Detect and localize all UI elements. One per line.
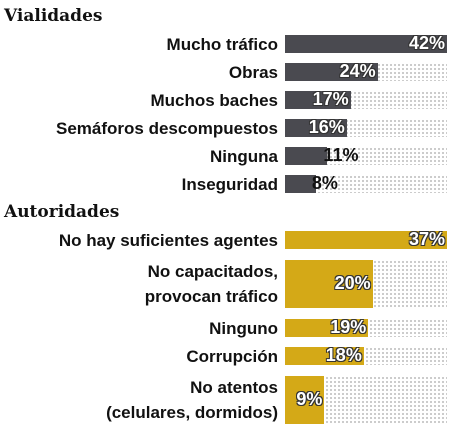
value-label: 8% — [311, 173, 338, 193]
bar — [285, 231, 447, 249]
bar — [285, 147, 328, 165]
bar — [285, 91, 351, 109]
bar — [285, 175, 316, 193]
section-title: Vialidades — [4, 6, 103, 26]
category-label: Mucho tráfico — [166, 34, 278, 54]
section-title: Autoridades — [4, 202, 120, 222]
category-label: Inseguridad — [181, 174, 278, 194]
value-label: 19% — [330, 317, 367, 337]
bar — [285, 35, 447, 53]
category-label: No atentos (celulares, dormidos) — [106, 378, 278, 422]
value-label: 17% — [312, 89, 349, 109]
category-label: Corrupción — [186, 346, 278, 366]
category-label: Semáforos descompuestos — [55, 118, 278, 138]
category-label: Ninguna — [210, 146, 278, 166]
bar — [285, 119, 347, 137]
category-label: No hay suficientes agentes — [58, 230, 278, 250]
value-label: 20% — [334, 273, 371, 293]
value-label: 16% — [308, 117, 345, 137]
value-label: 24% — [339, 61, 376, 81]
bar — [285, 319, 369, 337]
bar — [285, 63, 378, 81]
category-label: Muchos baches — [150, 90, 278, 110]
dot-track — [285, 175, 447, 193]
value-label: 11% — [323, 145, 359, 165]
value-label: 42% — [409, 33, 446, 53]
category-label: Obras — [228, 62, 278, 82]
bar — [285, 376, 325, 424]
value-label: 9% — [296, 389, 323, 409]
bar — [285, 347, 364, 365]
value-label: 18% — [325, 345, 362, 365]
value-label: 37% — [409, 229, 446, 249]
category-label: Ninguno — [209, 318, 278, 338]
category-label: No capacitados, provocan tráfico — [144, 262, 278, 306]
bar — [285, 260, 373, 308]
